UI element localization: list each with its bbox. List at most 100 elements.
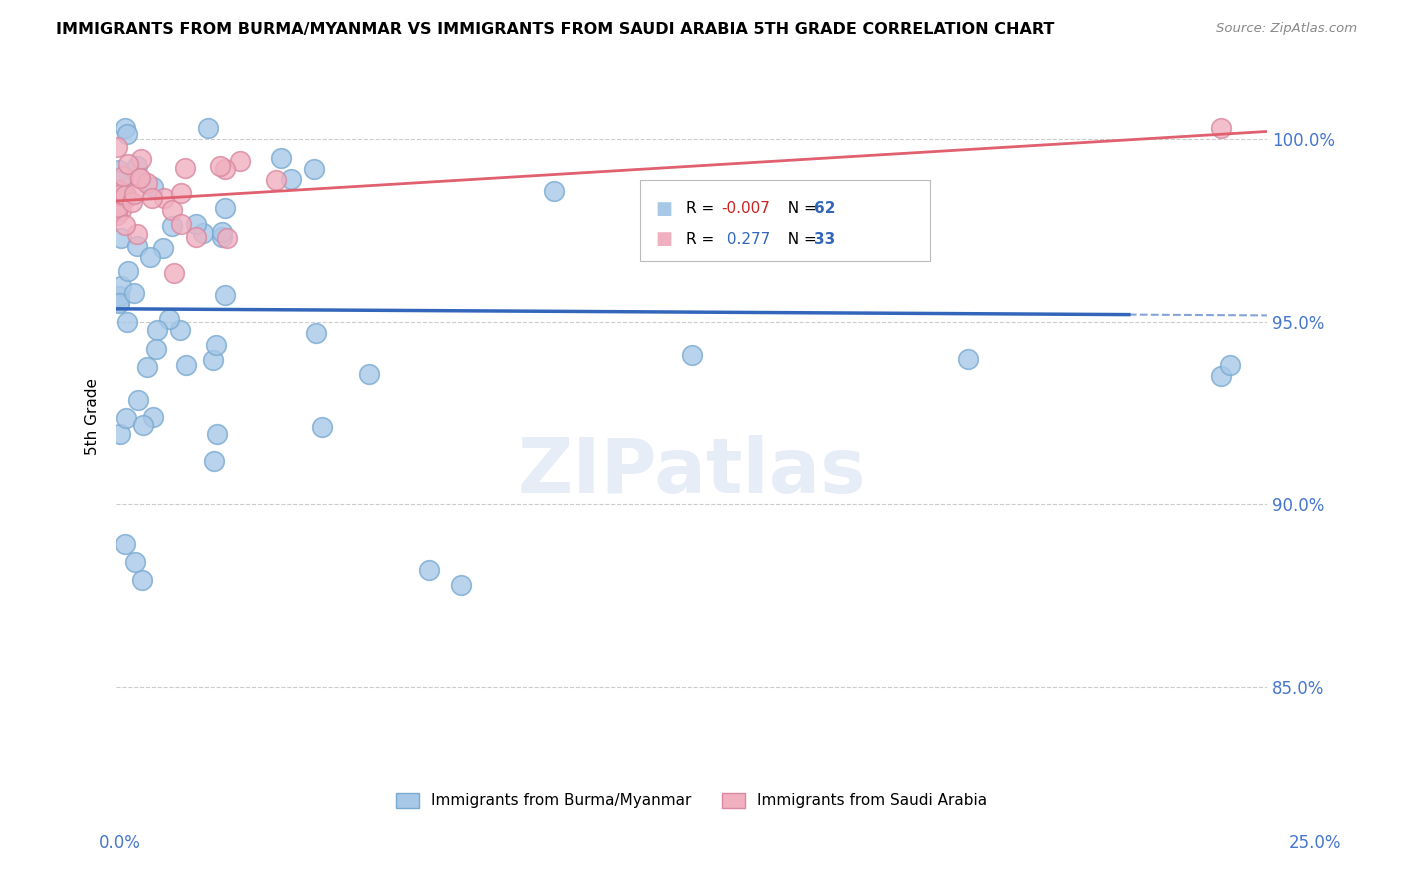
Point — [205, 337, 228, 351]
Text: N =: N = — [778, 202, 821, 217]
Point — [956, 352, 979, 367]
Text: IMMIGRANTS FROM BURMA/MYANMAR VS IMMIGRANTS FROM SAUDI ARABIA 5TH GRADE CORRELAT: IMMIGRANTS FROM BURMA/MYANMAR VS IMMIGRA… — [56, 22, 1054, 37]
Point — [141, 191, 163, 205]
Point — [115, 191, 138, 205]
Text: 25.0%: 25.0% — [1288, 834, 1341, 852]
Point — [359, 367, 381, 381]
Text: ZIPatlas: ZIPatlas — [517, 434, 866, 508]
Text: 0.277: 0.277 — [721, 232, 770, 247]
Point — [214, 288, 236, 302]
Point — [129, 171, 152, 186]
Text: ■: ■ — [655, 230, 672, 248]
Point — [229, 154, 252, 169]
Text: Source: ZipAtlas.com: Source: ZipAtlas.com — [1216, 22, 1357, 36]
Point — [110, 231, 132, 245]
Point — [217, 231, 239, 245]
Point — [1209, 120, 1232, 135]
Point — [110, 426, 132, 441]
Point — [107, 289, 129, 303]
Point — [311, 419, 333, 434]
Text: 0.0%: 0.0% — [98, 834, 141, 852]
Point — [169, 323, 191, 337]
Point — [110, 196, 132, 211]
Y-axis label: 5th Grade: 5th Grade — [86, 378, 100, 455]
Point — [114, 188, 136, 202]
Point — [115, 315, 138, 329]
Point — [197, 120, 219, 135]
Point — [114, 120, 136, 135]
Point — [418, 563, 440, 577]
Point — [1219, 359, 1241, 373]
Point — [105, 208, 128, 222]
Point — [115, 127, 138, 141]
Point — [170, 217, 193, 231]
Point — [114, 537, 136, 551]
Point — [153, 191, 176, 205]
Point — [145, 322, 167, 336]
Text: N =: N = — [778, 232, 821, 247]
Point — [1209, 369, 1232, 384]
Point — [122, 286, 145, 301]
Point — [202, 352, 225, 367]
Text: 33: 33 — [814, 232, 835, 247]
Text: R =: R = — [686, 202, 720, 217]
Point — [214, 162, 236, 177]
Point — [209, 160, 232, 174]
Point — [107, 200, 129, 214]
Point — [184, 217, 207, 231]
Point — [302, 161, 325, 176]
Point — [681, 348, 703, 362]
Point — [169, 186, 191, 200]
Point — [207, 426, 229, 441]
Point — [127, 393, 149, 408]
Point — [110, 187, 132, 202]
Point — [214, 201, 236, 215]
Point — [211, 229, 233, 244]
Point — [128, 170, 150, 185]
Point — [152, 242, 174, 256]
Text: 62: 62 — [814, 202, 837, 217]
Point — [305, 326, 328, 341]
Point — [117, 156, 139, 170]
Point — [145, 342, 167, 356]
Point — [124, 555, 146, 569]
Point — [127, 239, 149, 253]
Point — [163, 266, 186, 280]
Point — [139, 250, 162, 264]
Point — [125, 160, 148, 174]
Point — [157, 312, 180, 326]
Point — [270, 151, 292, 165]
Legend: Immigrants from Burma/Myanmar, Immigrants from Saudi Arabia: Immigrants from Burma/Myanmar, Immigrant… — [389, 787, 994, 814]
Point — [136, 360, 159, 375]
Point — [110, 203, 132, 218]
Point — [129, 152, 152, 166]
Point — [117, 264, 139, 278]
Point — [450, 578, 472, 592]
Point — [162, 202, 184, 217]
Point — [114, 411, 136, 425]
Point — [110, 278, 132, 293]
Point — [280, 172, 302, 186]
Point — [105, 140, 128, 154]
Point — [114, 218, 136, 232]
Point — [142, 409, 165, 424]
Point — [174, 161, 197, 176]
Point — [136, 176, 159, 190]
Point — [543, 184, 565, 198]
Point — [127, 227, 149, 241]
Point — [114, 187, 136, 202]
Point — [264, 173, 287, 187]
Point — [174, 358, 197, 372]
Point — [131, 573, 153, 587]
Text: ■: ■ — [655, 200, 672, 218]
Point — [132, 418, 155, 433]
Point — [107, 162, 129, 177]
Point — [124, 186, 146, 201]
Point — [108, 174, 131, 188]
Point — [160, 219, 183, 233]
Text: R =: R = — [686, 232, 720, 247]
Text: -0.007: -0.007 — [721, 202, 770, 217]
Point — [202, 453, 225, 467]
Point — [191, 226, 214, 240]
Point — [107, 183, 129, 197]
